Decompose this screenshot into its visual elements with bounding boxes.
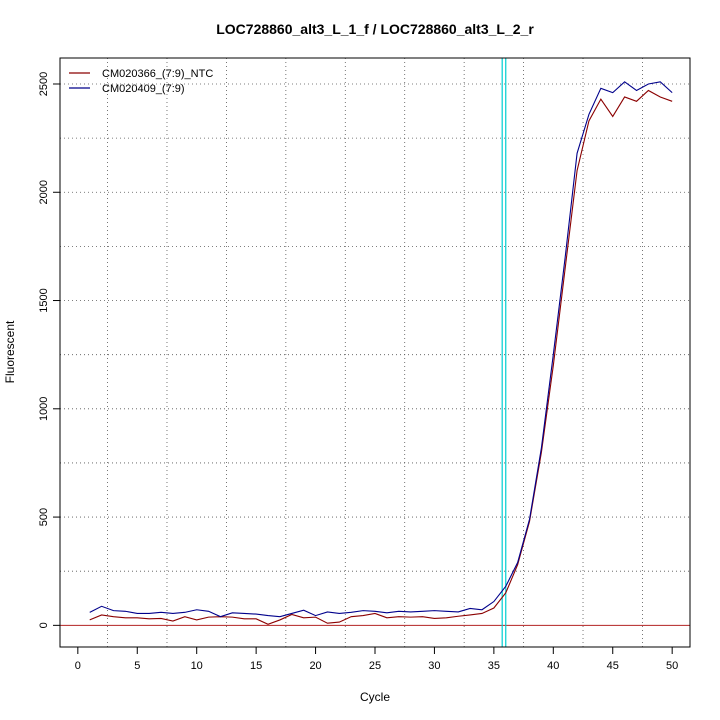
legend: CM020366_(7:9)_NTC CM020409_(7:9) bbox=[69, 68, 213, 95]
x-tick-label: 5 bbox=[134, 660, 140, 672]
series-line-1 bbox=[89, 89, 673, 625]
legend-label-1: CM020366_(7:9)_NTC bbox=[102, 68, 213, 80]
x-tick-label: 15 bbox=[250, 660, 262, 672]
chart-title: LOC728860_alt3_L_1_f / LOC728860_alt3_L_… bbox=[216, 21, 534, 37]
y-tick-label: 0 bbox=[38, 622, 50, 628]
y-axis-label: Fluorescent bbox=[3, 320, 17, 383]
x-tick-label: 35 bbox=[488, 660, 500, 672]
x-tick-label: 25 bbox=[369, 660, 381, 672]
series-layer bbox=[89, 81, 673, 625]
threshold-layer bbox=[501, 58, 507, 647]
grid bbox=[60, 58, 690, 647]
y-tick-label: 2500 bbox=[38, 72, 50, 96]
x-tick-label: 10 bbox=[191, 660, 203, 672]
x-tick-label: 40 bbox=[547, 660, 559, 672]
y-tick-label: 1500 bbox=[38, 288, 50, 312]
x-tick-label: 0 bbox=[75, 660, 81, 672]
x-tick-label: 20 bbox=[309, 660, 321, 672]
y-tick-label: 500 bbox=[38, 508, 50, 526]
y-tick-label: 2000 bbox=[38, 180, 50, 204]
x-tick-label: 50 bbox=[666, 660, 678, 672]
legend-label-2: CM020409_(7:9) bbox=[102, 83, 185, 95]
y-axis: 0 500 1000 1500 2000 2500 bbox=[38, 72, 61, 628]
y-tick-label: 1000 bbox=[38, 397, 50, 421]
x-axis-label: Cycle bbox=[360, 690, 390, 704]
x-tick-label: 30 bbox=[428, 660, 440, 672]
x-tick-label: 45 bbox=[607, 660, 619, 672]
x-axis: 0 5 10 15 20 25 30 35 40 45 50 bbox=[75, 646, 678, 672]
series-line-2 bbox=[89, 81, 673, 618]
